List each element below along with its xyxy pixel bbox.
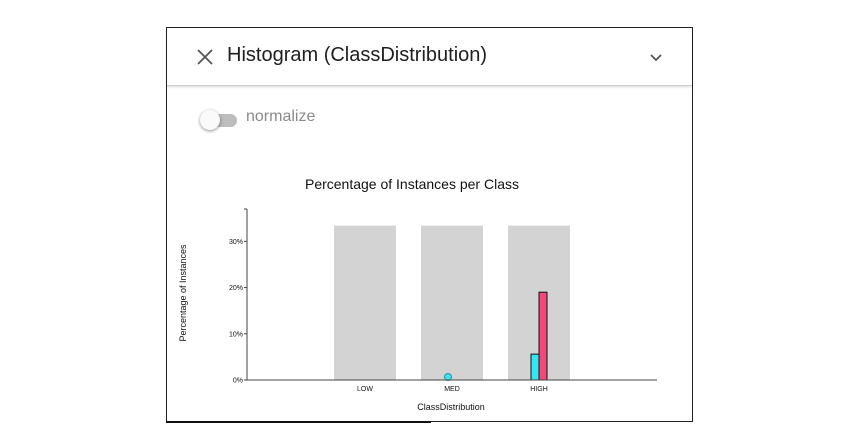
y-tick-label-30: 30%: [229, 239, 243, 246]
histogram-panel: Histogram (ClassDistribution) normalize …: [166, 27, 693, 422]
toggle-thumb: [200, 110, 220, 130]
normalize-label: normalize: [246, 108, 316, 125]
x-tick-label-med: MED: [444, 386, 460, 393]
series-1-bar-high: [530, 353, 540, 381]
y-tick-label-0: 0%: [233, 378, 243, 385]
normalize-toggle[interactable]: [200, 109, 240, 131]
series-1-mark-med: [444, 373, 452, 381]
y-tick-label-10: 10%: [229, 331, 243, 338]
histogram-chart: Percentage of Instances per Class Percen…: [178, 176, 657, 412]
panel-bottom-border: [166, 421, 431, 423]
series-2-bar-high: [538, 291, 548, 381]
x-tick-label-low: LOW: [357, 386, 373, 393]
panel-bottom-border-thin: [431, 421, 693, 422]
chart-title: Percentage of Instances per Class: [305, 176, 519, 192]
background-bar-low: [334, 225, 396, 380]
chevron-down-icon[interactable]: [645, 46, 667, 68]
panel-title: Histogram (ClassDistribution): [227, 44, 488, 66]
y-axis-label: Percentage of Instances: [178, 244, 188, 342]
background-bar-med: [421, 225, 483, 380]
x-tick-label-high: HIGH: [530, 386, 548, 393]
close-icon[interactable]: [193, 45, 217, 69]
chart-axes: LOW MED HIGH 0% 10% 20% 30%: [229, 208, 657, 393]
x-axis-label: ClassDistribution: [417, 402, 485, 412]
y-tick-label-20: 20%: [229, 285, 243, 292]
panel-header: Histogram (ClassDistribution): [167, 28, 692, 86]
